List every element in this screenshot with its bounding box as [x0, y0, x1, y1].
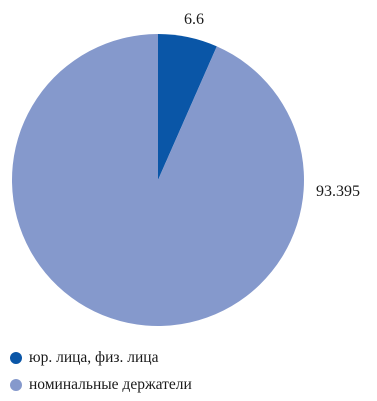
pie-data-label-0: 6.6 [184, 11, 204, 28]
pie-slice-1 [11, 34, 304, 326]
legend-label-nominee-holders: номинальные держатели [29, 376, 192, 393]
pie-chart: 6.6 93.395 [11, 11, 360, 326]
legend-label-legal-individuals: юр. лица, физ. лица [29, 349, 159, 366]
legend-item-nominee-holders: номинальные держатели [10, 374, 192, 396]
legend-swatch-nominee-holders [10, 379, 22, 391]
pie-data-label-1: 93.395 [316, 183, 360, 200]
pie-slice-0 [158, 34, 217, 180]
legend-item-legal-individuals: юр. лица, физ. лица [10, 347, 192, 369]
chart-legend: юр. лица, физ. лица номинальные держател… [10, 347, 192, 401]
pie-slices [11, 34, 304, 326]
pie-data-labels: 6.6 93.395 [184, 11, 360, 200]
legend-swatch-legal-individuals [10, 352, 22, 364]
